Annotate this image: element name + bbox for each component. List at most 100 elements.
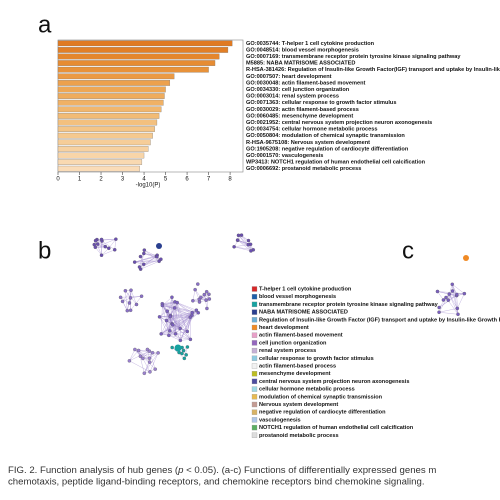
network-node (150, 350, 155, 355)
network-edge (234, 246, 251, 252)
network-node (196, 311, 201, 315)
network-edge (449, 294, 459, 315)
category-label: GO:0048514: blood vessel morphogenesis (246, 47, 359, 53)
network-node (167, 333, 171, 338)
network-node (188, 337, 193, 342)
network-node (455, 306, 460, 311)
network-edge (177, 302, 188, 332)
network-edge (127, 290, 132, 311)
bar (57, 80, 171, 86)
x-tick-label: 2 (99, 177, 103, 183)
bar (57, 146, 149, 152)
network-edge (437, 291, 457, 296)
bar (57, 165, 140, 172)
network-edge (120, 297, 128, 311)
network-node (185, 329, 190, 334)
caption-text: < 0.05). (a-c) Functions of differential… (183, 465, 436, 476)
network-node (164, 318, 169, 323)
legend-swatch (251, 286, 258, 292)
network-node (191, 299, 195, 303)
network-edge (161, 312, 193, 335)
legend-label: cellular hormone metabolic process (259, 387, 355, 393)
network-node (128, 308, 133, 313)
network-node (182, 356, 187, 361)
network-edge (101, 240, 115, 250)
network-edge (144, 249, 157, 257)
network-node (204, 298, 208, 302)
caption-text: p (177, 465, 184, 476)
network-node (450, 282, 455, 287)
network-edge (168, 312, 193, 336)
network-edge (149, 352, 159, 372)
network-edge (95, 238, 116, 248)
network-edge (125, 290, 128, 311)
legend-swatch (251, 301, 258, 308)
bar (57, 119, 158, 126)
legend-label: Regulation of Insulin-like Growth Factor… (259, 317, 500, 323)
legend-label: T-helper 1 cell cytokine production (259, 286, 352, 292)
network-node (168, 329, 172, 333)
x-tick-label: 8 (228, 177, 232, 183)
category-label: GO:0035744: T-helper 1 cell cytokine pro… (246, 41, 375, 47)
legend-label: modulation of chemical synaptic transmis… (259, 394, 383, 400)
bar (57, 53, 220, 60)
network-edge (129, 349, 136, 361)
network-node (128, 296, 133, 300)
network-node (142, 248, 147, 252)
network-node (138, 354, 143, 359)
legend-label: mesenchyme development (259, 371, 331, 377)
category-label: GO:0034754: cellular hormone metabolic p… (246, 127, 378, 133)
network-node (205, 306, 209, 311)
legend-swatch (251, 409, 258, 415)
legend-swatch (251, 324, 258, 331)
network-node (93, 245, 98, 249)
network-edge (206, 294, 210, 309)
network-node (160, 303, 165, 308)
network-node (173, 332, 178, 336)
network-node (450, 289, 455, 293)
category-label: GO:0060485: mesenchyme development (246, 113, 353, 119)
network-node (193, 287, 197, 292)
network-node (147, 360, 152, 364)
category-label: GO:0050804: modulation of chemical synap… (246, 133, 405, 139)
network-node (142, 251, 146, 256)
legend-swatch (251, 347, 258, 354)
network-node (138, 254, 143, 259)
network-edge (238, 235, 249, 245)
legend-label: blood vessel morphogenesis (259, 294, 336, 300)
network-node (114, 237, 118, 241)
network-node (444, 295, 448, 300)
legend-label: heart development (259, 325, 309, 331)
caption: FIG. 2. Function analysis of hub genes (… (8, 465, 436, 476)
legend-swatch (251, 401, 258, 408)
network-node (437, 305, 441, 310)
network-node (181, 348, 186, 353)
network-edge (134, 349, 156, 370)
network-node (441, 298, 446, 302)
network-edge (184, 346, 188, 359)
network-edge (144, 249, 160, 262)
legend-label: central nervous system projection neuron… (259, 379, 409, 385)
network-node (435, 289, 440, 294)
network-edge (162, 305, 193, 316)
network-node (118, 295, 123, 300)
network-edge (161, 315, 171, 334)
network-edge (162, 305, 173, 325)
network-node (447, 292, 452, 296)
network-node (236, 233, 241, 238)
x-tick-label: 1 (78, 177, 82, 183)
network-node (170, 345, 174, 350)
network-edge (130, 290, 137, 305)
network-node (239, 233, 244, 237)
network-node (185, 345, 190, 349)
network-edge (95, 238, 116, 241)
caption-text: FIG. 2. Function analysis of hub genes ( (8, 465, 179, 476)
network-edge (437, 291, 465, 294)
legend-swatch (251, 386, 258, 392)
network-node (133, 347, 137, 352)
legend-label: Nervous system development (259, 402, 338, 408)
network-node (455, 292, 459, 297)
network-node (170, 295, 174, 300)
x-tick-label: 3 (121, 177, 125, 183)
